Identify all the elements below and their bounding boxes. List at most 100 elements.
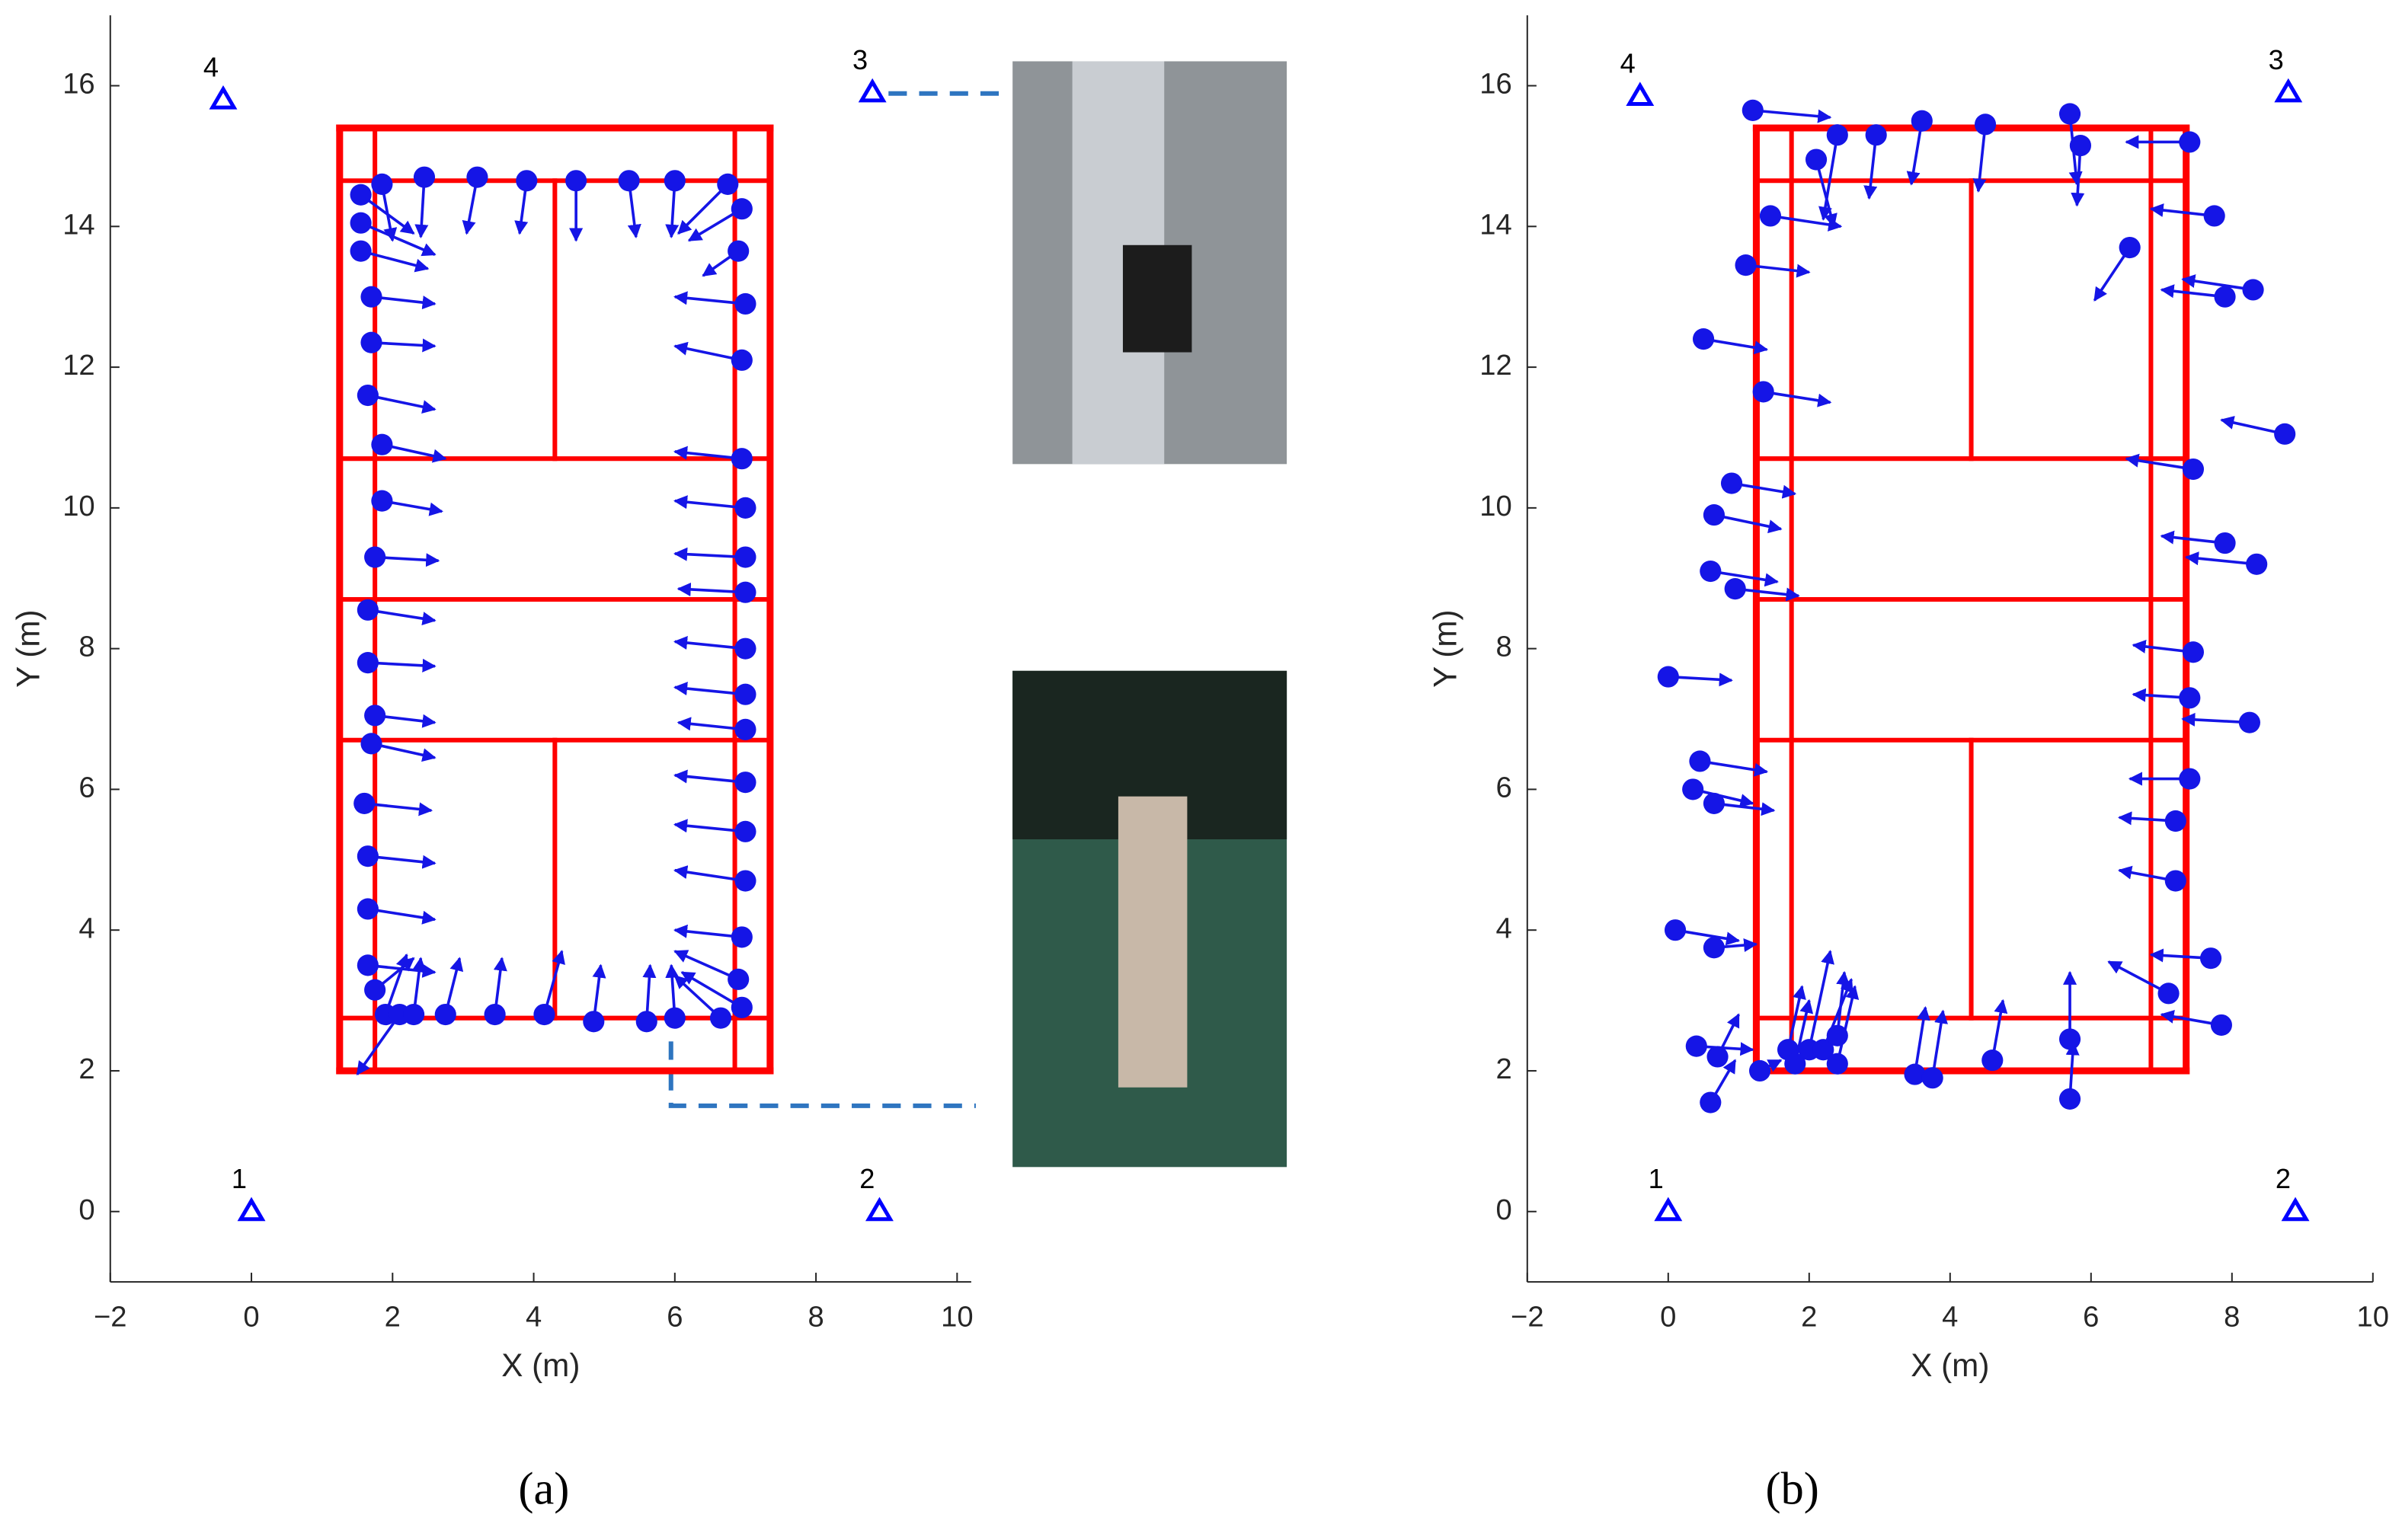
point bbox=[2199, 947, 2222, 970]
point bbox=[364, 546, 386, 568]
x-tick-label: 8 bbox=[808, 1300, 824, 1333]
point bbox=[357, 384, 379, 407]
point bbox=[1724, 578, 1746, 600]
y-tick-label: 4 bbox=[78, 912, 94, 944]
point bbox=[1812, 1039, 1834, 1061]
arrow bbox=[676, 582, 746, 597]
anchor-label: 3 bbox=[852, 44, 868, 75]
x-tick-label: 6 bbox=[2083, 1300, 2099, 1333]
point bbox=[350, 240, 372, 262]
point bbox=[403, 1003, 425, 1026]
arrow bbox=[1913, 1006, 1930, 1075]
arrow bbox=[673, 924, 743, 939]
arrow bbox=[673, 819, 746, 833]
arrow bbox=[676, 717, 746, 731]
arrow bbox=[1786, 985, 1806, 1050]
y-tick-label: 6 bbox=[78, 772, 94, 804]
arrow bbox=[673, 682, 746, 696]
arrow bbox=[367, 855, 437, 869]
point bbox=[1706, 1046, 1729, 1068]
point bbox=[1720, 472, 1743, 494]
point bbox=[734, 637, 756, 660]
y-tick-label: 14 bbox=[1479, 208, 1511, 241]
arrow bbox=[673, 446, 743, 460]
arrow bbox=[356, 1014, 401, 1076]
x-tick-label: 2 bbox=[385, 1300, 401, 1333]
point bbox=[709, 1007, 732, 1029]
arrow bbox=[673, 495, 746, 510]
point bbox=[731, 996, 753, 1018]
point bbox=[353, 792, 376, 814]
point bbox=[1784, 1053, 1806, 1075]
anchor-label: 3 bbox=[2269, 44, 2284, 75]
y-tick-label: 16 bbox=[1479, 68, 1511, 101]
point bbox=[357, 898, 379, 920]
point bbox=[1689, 750, 1711, 772]
point bbox=[734, 772, 756, 794]
point bbox=[1735, 254, 1757, 276]
y-tick-label: 8 bbox=[78, 631, 94, 663]
point bbox=[2157, 982, 2180, 1005]
arrow bbox=[673, 769, 746, 784]
point bbox=[731, 448, 753, 470]
point bbox=[635, 1011, 657, 1033]
arrow bbox=[1763, 390, 1832, 407]
point bbox=[618, 170, 640, 192]
arrow bbox=[1713, 513, 1783, 534]
point bbox=[734, 546, 756, 568]
point bbox=[2119, 236, 2141, 259]
arrow bbox=[2184, 551, 2257, 566]
point bbox=[2210, 1014, 2232, 1036]
arrow bbox=[1972, 124, 1987, 193]
arrow bbox=[2125, 453, 2194, 471]
y-tick-label: 14 bbox=[62, 208, 94, 241]
point bbox=[717, 173, 739, 195]
arrow bbox=[1818, 134, 1839, 221]
anchor bbox=[1626, 81, 1655, 106]
point bbox=[360, 331, 382, 353]
anchor-label: 4 bbox=[1620, 48, 1636, 79]
anchor bbox=[2281, 1197, 2310, 1222]
point bbox=[1657, 666, 1679, 688]
x-tick-label: 4 bbox=[1942, 1300, 1958, 1333]
point bbox=[2058, 103, 2081, 125]
y-tick-label: 6 bbox=[1495, 772, 1511, 804]
point bbox=[2164, 810, 2186, 832]
x-tick-label: 0 bbox=[1660, 1300, 1676, 1333]
arrow bbox=[1793, 998, 1814, 1065]
point bbox=[484, 1003, 506, 1026]
point bbox=[371, 433, 393, 455]
point bbox=[1703, 792, 1726, 814]
photo-device bbox=[1122, 244, 1192, 353]
point bbox=[357, 652, 379, 674]
anchor-label: 4 bbox=[203, 51, 219, 82]
point bbox=[1759, 205, 1782, 227]
x-tick-label: 10 bbox=[941, 1300, 973, 1333]
point bbox=[2274, 423, 2296, 445]
arrow bbox=[673, 950, 739, 981]
point bbox=[2058, 1028, 2081, 1050]
point bbox=[371, 173, 393, 195]
point bbox=[357, 845, 379, 867]
point bbox=[2069, 134, 2092, 157]
point bbox=[533, 1003, 555, 1026]
point bbox=[1700, 1091, 1722, 1113]
x-tick-label: 0 bbox=[243, 1300, 259, 1333]
x-tick-label: 2 bbox=[1801, 1300, 1817, 1333]
arrow bbox=[1770, 214, 1843, 232]
caption: (b) bbox=[1766, 1463, 1819, 1514]
arrow bbox=[364, 802, 433, 816]
point bbox=[2179, 768, 2201, 790]
arrow bbox=[2220, 416, 2285, 436]
point bbox=[734, 292, 756, 315]
arrow bbox=[673, 636, 746, 650]
arrow bbox=[371, 742, 437, 762]
arrow bbox=[2181, 712, 2250, 727]
point bbox=[360, 286, 382, 308]
point bbox=[2164, 870, 2186, 892]
anchor bbox=[2274, 78, 2303, 103]
point bbox=[1865, 124, 1887, 146]
point bbox=[1974, 113, 1997, 136]
